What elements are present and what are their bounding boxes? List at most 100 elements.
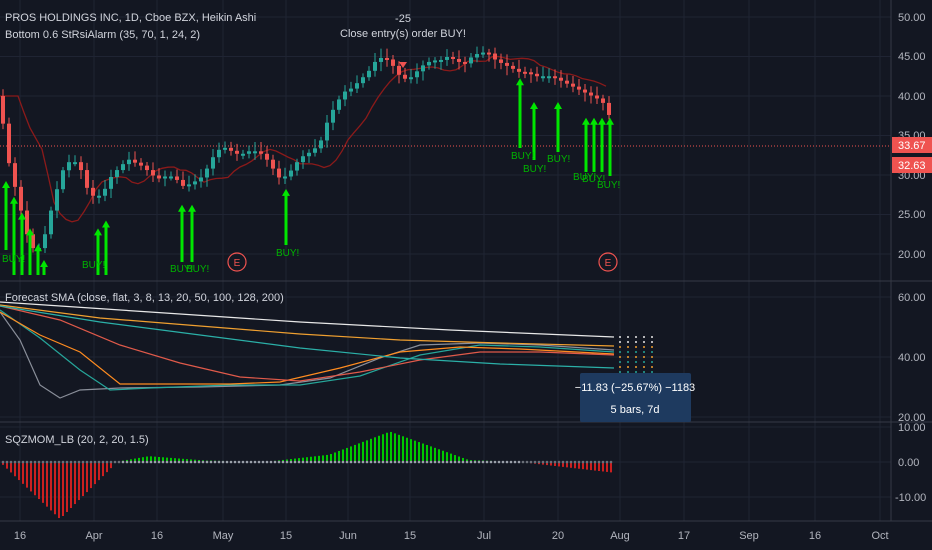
forecast-sma-pane[interactable]: Forecast SMA (close, flat, 3, 8, 13, 20,…: [0, 292, 695, 422]
forecast-dot: [635, 366, 637, 368]
momentum-bar: [62, 462, 64, 517]
squeeze-dot: [465, 460, 469, 464]
squeeze-dot: [597, 460, 601, 464]
candle-body: [475, 54, 479, 58]
momentum-bar: [602, 462, 604, 472]
candle-body: [451, 56, 455, 59]
squeeze-dot: [181, 460, 185, 464]
candle-body: [187, 184, 191, 187]
squeeze-dot: [229, 460, 233, 464]
momentum-bar: [298, 458, 300, 462]
candlestick-series: [1, 46, 611, 254]
squeeze-dot: [353, 460, 357, 464]
candle-body: [385, 57, 389, 60]
sqzmom-title[interactable]: SQZMOM_LB (20, 2, 20, 1.5): [5, 434, 149, 446]
squeeze-dot: [25, 460, 29, 464]
squeeze-dot: [249, 460, 253, 464]
squeeze-dot: [417, 460, 421, 464]
squeeze-dot: [473, 460, 477, 464]
forecast-dot: [627, 351, 629, 353]
momentum-bar: [562, 462, 564, 467]
squeeze-dot: [525, 460, 529, 464]
squeeze-dot: [281, 460, 285, 464]
candle-body: [403, 74, 407, 79]
buy-label-series: BUY!BUY! BUY!BUY!BUY!BUY!BUY!BUY!BUY!BUY!…: [2, 151, 620, 275]
forecast-dot: [619, 371, 621, 373]
squeeze-dot: [165, 460, 169, 464]
sma-tick: 40.00: [898, 352, 926, 364]
momentum-bar: [182, 458, 184, 462]
momentum-bar: [186, 459, 188, 462]
candle-body: [541, 76, 545, 79]
squeeze-dot: [97, 460, 101, 464]
candle-body: [205, 168, 209, 178]
momentum-bar: [406, 437, 408, 462]
squeeze-dot: [101, 460, 105, 464]
candle-body: [85, 170, 89, 188]
forecast-dot: [627, 346, 629, 348]
squeeze-dot: [413, 460, 417, 464]
forecast-dot: [643, 346, 645, 348]
squeeze-dot: [305, 460, 309, 464]
candle-body: [67, 162, 71, 171]
momentum-bar: [450, 453, 452, 462]
momentum-bar: [158, 456, 160, 462]
symbol-title[interactable]: PROS HOLDINGS INC, 1D, Cboe BZX, Heikin …: [5, 12, 256, 24]
squeeze-dot: [21, 460, 25, 464]
squeeze-dot: [89, 460, 93, 464]
candle-body: [169, 176, 173, 179]
candle-body: [313, 148, 317, 153]
momentum-bar: [598, 462, 600, 472]
squeeze-dot: [425, 460, 429, 464]
forecast-dot: [643, 371, 645, 373]
earnings-marker-1[interactable]: E: [227, 252, 247, 272]
candle-body: [175, 176, 179, 180]
momentum-bar: [94, 462, 96, 485]
forecast-dot: [619, 336, 621, 338]
momentum-bar: [290, 459, 292, 462]
forecast-dot: [643, 336, 645, 338]
candle-body: [145, 165, 149, 171]
squeeze-dot: [41, 460, 45, 464]
squeeze-dot: [253, 460, 257, 464]
candle-body: [7, 123, 11, 164]
buy-arrow-head: [590, 117, 598, 125]
buy-label: BUY!: [523, 164, 546, 175]
forecast-sma-title[interactable]: Forecast SMA (close, flat, 3, 8, 13, 20,…: [5, 292, 284, 304]
forecast-dot: [651, 351, 653, 353]
indicator-title[interactable]: Bottom 0.6 StRsiAlarm (35, 70, 1, 24, 2): [5, 29, 200, 41]
momentum-bar: [318, 455, 320, 462]
momentum-bar: [302, 457, 304, 462]
trade-marker[interactable]: -25 Close entry(s) order BUY!: [340, 13, 466, 68]
price-axis[interactable]: 50.00 45.00 40.00 35.00 30.00 25.00 20.0…: [892, 12, 932, 504]
time-axis[interactable]: 16 Apr 16 May 15 Jun 15 Jul 20 Aug 17 Se…: [14, 530, 889, 542]
squeeze-dot: [505, 460, 509, 464]
forecast-dot: [627, 361, 629, 363]
buy-arrow-head: [282, 188, 290, 196]
squeeze-dot: [609, 460, 613, 464]
buy-label: BUY!: [82, 260, 105, 271]
buy-arrow-head: [40, 260, 48, 267]
squeeze-dot: [285, 460, 289, 464]
candle-body: [157, 175, 161, 179]
main-price-pane[interactable]: BUY!BUY! BUY!BUY!BUY!BUY!BUY!BUY!BUY!BUY!…: [0, 12, 891, 275]
momentum-bar: [34, 462, 36, 496]
squeeze-dot: [457, 460, 461, 464]
measure-callout[interactable]: −11.83 (−25.67%) −1183 5 bars, 7d: [575, 373, 695, 422]
earnings-circle-icon: [227, 252, 247, 272]
candle-body: [523, 71, 527, 74]
buy-label: BUY!: [511, 151, 534, 162]
time-tick: 16: [809, 530, 821, 542]
squeeze-dot: [405, 460, 409, 464]
forecast-dot: [635, 371, 637, 373]
momentum-bar: [150, 456, 152, 462]
momentum-bar: [98, 462, 100, 481]
candle-body: [91, 187, 95, 196]
earnings-marker-2[interactable]: E: [598, 252, 618, 272]
squeeze-dot: [565, 460, 569, 464]
squeeze-dot: [93, 460, 97, 464]
squeeze-momentum-pane[interactable]: SQZMOM_LB (20, 2, 20, 1.5): [1, 431, 613, 519]
candle-body: [565, 80, 569, 84]
momentum-bar: [438, 449, 440, 462]
